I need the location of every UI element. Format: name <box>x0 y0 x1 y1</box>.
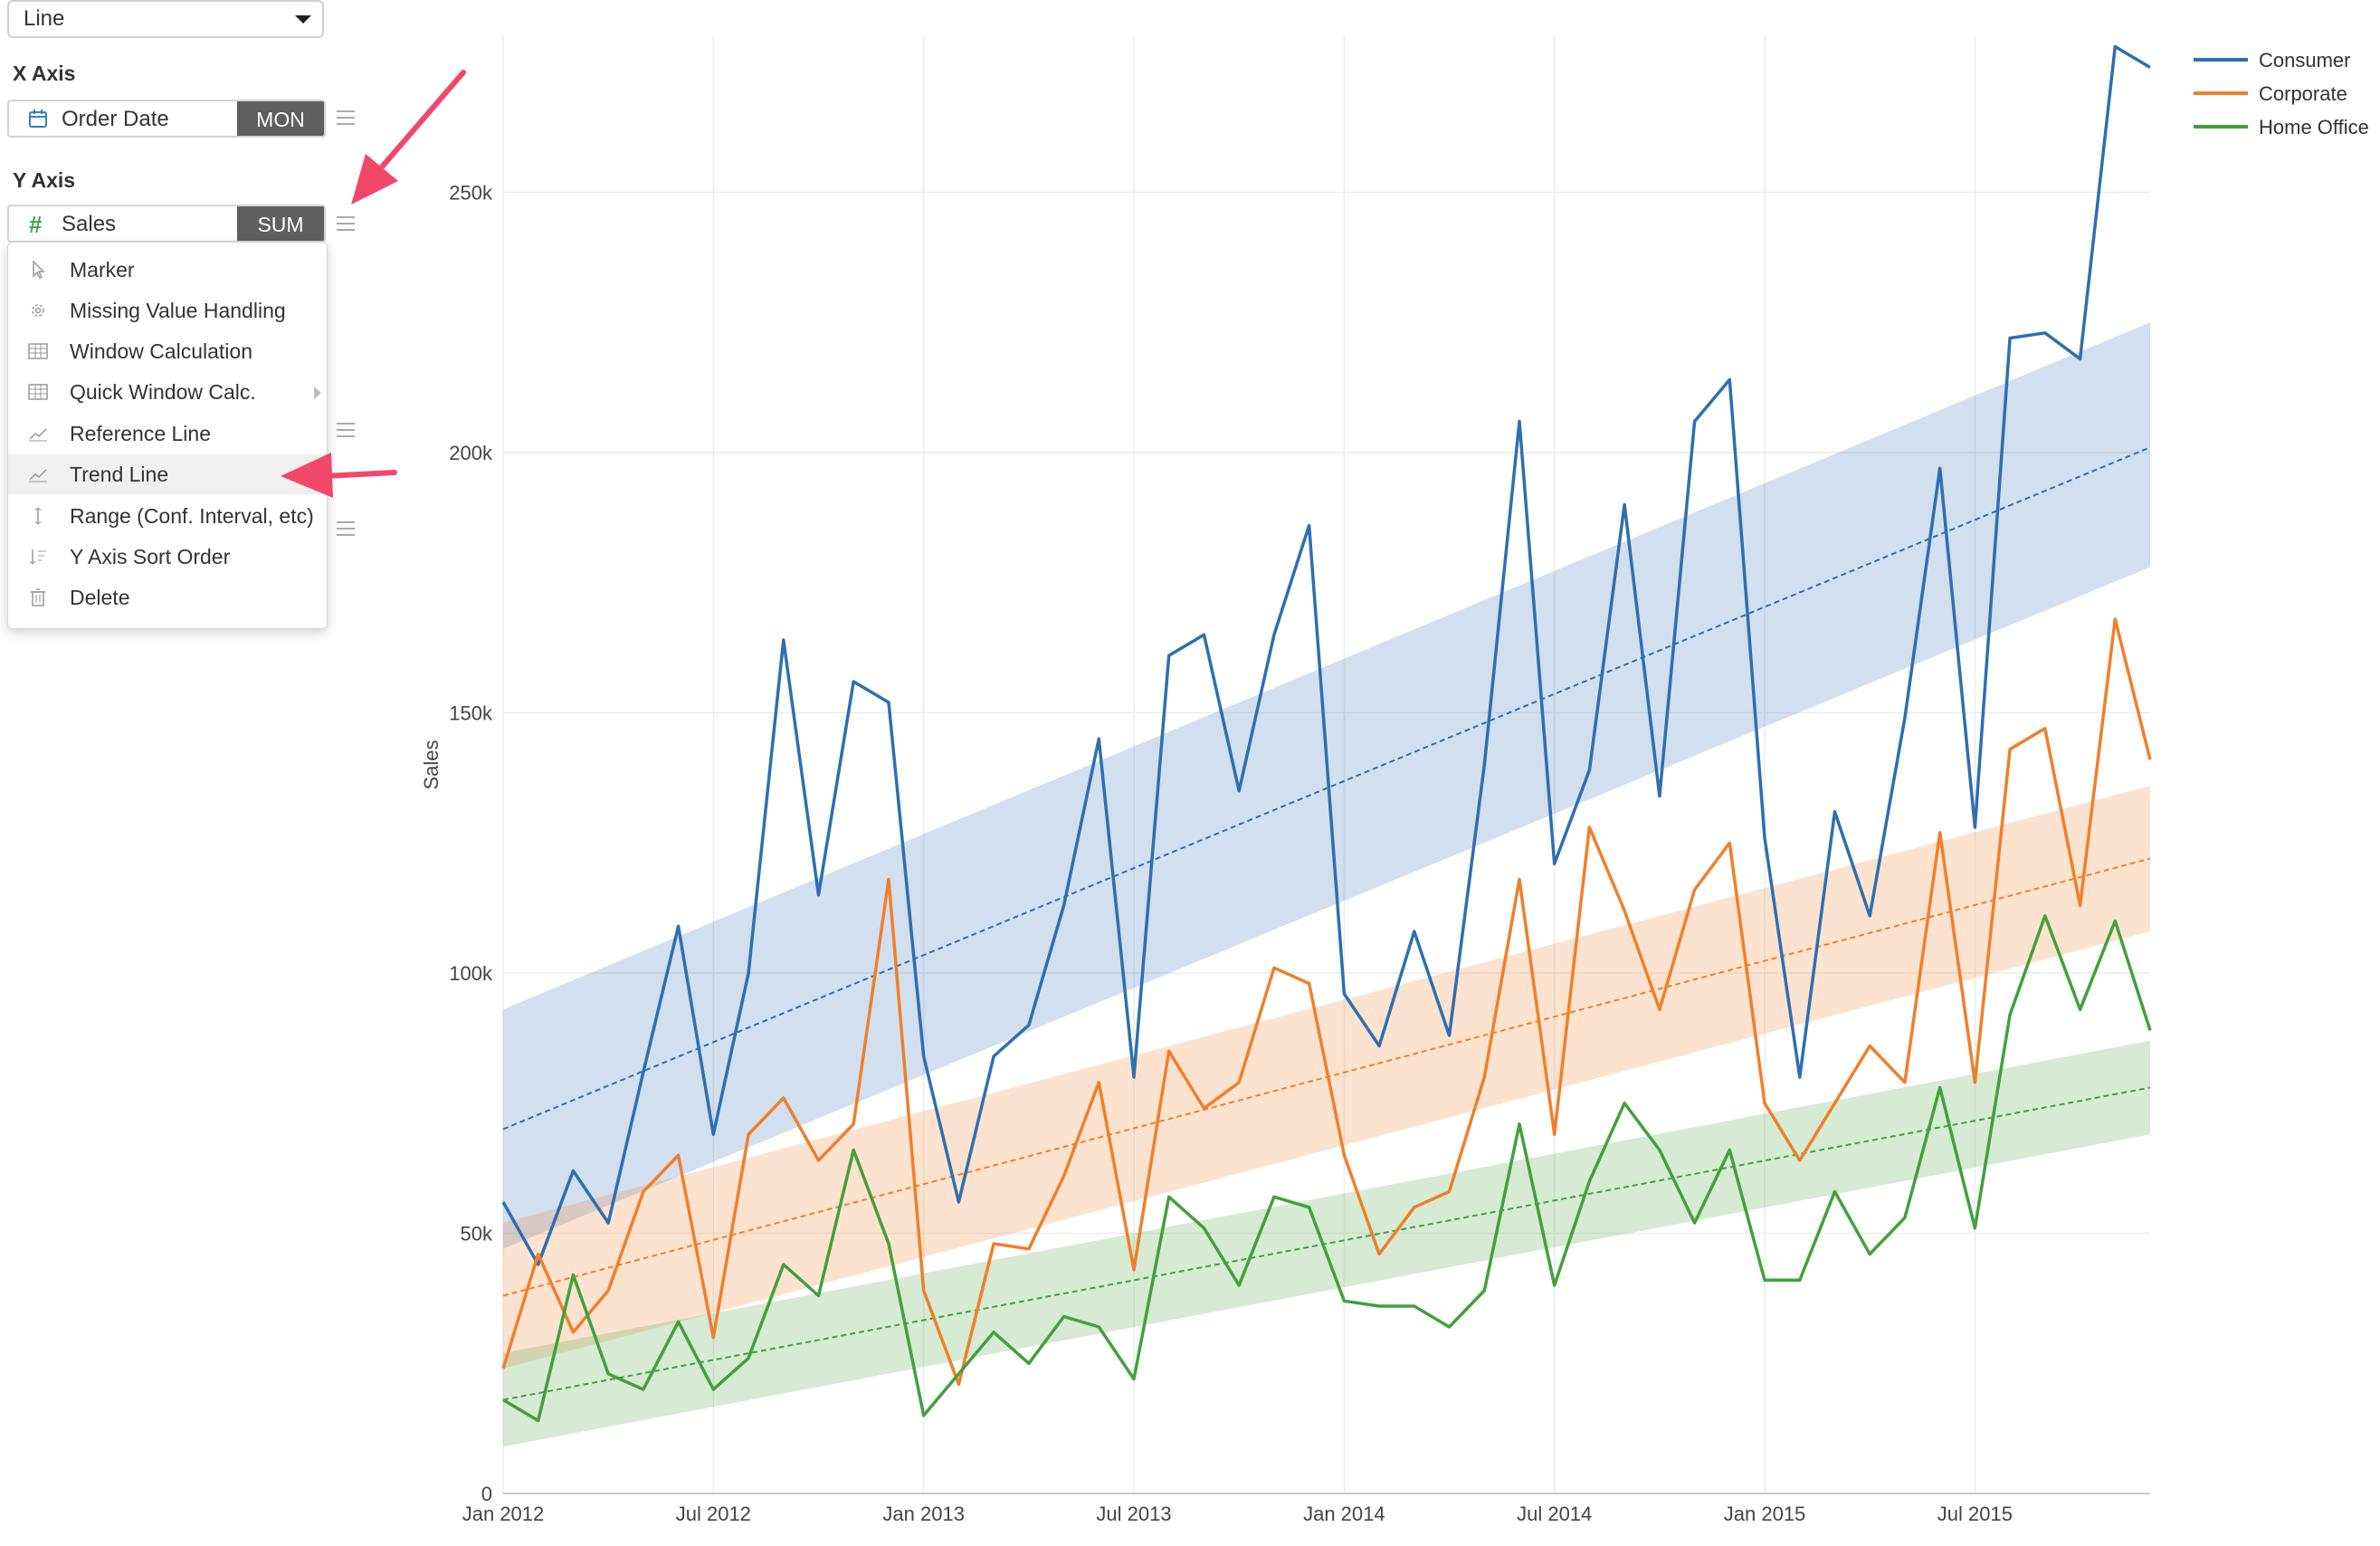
menu-item-trend-line[interactable]: Trend Line <box>8 454 327 494</box>
line-chart-icon <box>29 428 47 442</box>
chart-type-value: Line <box>24 6 65 31</box>
chart-gridlines <box>502 36 2150 1494</box>
confidence-band-consumer <box>503 322 2150 1249</box>
x-axis-ticks: Jan 2012 Jul 2012 Jan 2013 Jul 2013 Jan 2014… <box>462 1503 2013 1525</box>
x-axis-field-pill[interactable]: Order Date MON <box>7 100 326 138</box>
menu-item-label: Quick Window Calc. <box>70 380 256 404</box>
y-axis-label: Sales <box>420 740 443 789</box>
y-tick-label: 200k <box>449 442 493 464</box>
trend-line-consumer <box>502 446 2151 1131</box>
menu-item-delete[interactable]: Delete <box>8 577 327 617</box>
hidden-row-menu-icon[interactable] <box>337 521 355 536</box>
hash-icon: # <box>29 211 43 238</box>
trash-icon <box>31 588 45 606</box>
config-panel: Line X Axis Order Date MON Y Axis # Sale… <box>0 0 434 1546</box>
series-line-corporate <box>501 617 2152 1387</box>
x-axis-aggregation-button[interactable]: MON <box>237 101 324 136</box>
menu-item-y-axis-sort-order[interactable]: Y Axis Sort Order <box>8 537 327 577</box>
legend-label: Corporate <box>2259 82 2347 105</box>
menu-item-label: Reference Line <box>70 422 211 445</box>
legend-label: Consumer <box>2259 49 2350 72</box>
y-tick-label: 50k <box>461 1223 493 1245</box>
series-line-consumer <box>501 44 2151 1266</box>
x-axis-menu-icon[interactable] <box>337 110 355 125</box>
x-tick-label: Jan 2012 <box>462 1503 545 1525</box>
table-icon <box>28 343 48 359</box>
menu-item-label: Range (Conf. Interval, etc) <box>70 504 314 528</box>
menu-item-marker[interactable]: Marker <box>8 250 327 290</box>
x-tick-label: Jul 2013 <box>1096 1503 1171 1525</box>
x-tick-label: Jul 2012 <box>676 1503 751 1525</box>
menu-item-window-calculation[interactable]: Window Calculation <box>8 331 327 371</box>
confidence-band-home-office <box>503 1040 2150 1447</box>
x-tick-label: Jan 2014 <box>1303 1503 1385 1525</box>
y-axis-ticks: 0 50k 100k 150k 200k 250k <box>449 182 493 1506</box>
y-axis-context-menu: Marker Missing Value Handling Window Cal… <box>7 242 328 629</box>
calendar-icon <box>29 110 47 128</box>
chart-legend: Consumer Corporate Home Office <box>2194 49 2369 138</box>
y-tick-label: 100k <box>449 962 493 985</box>
y-tick-label: 150k <box>449 702 493 725</box>
menu-item-label: Trend Line <box>70 463 169 486</box>
chart-type-select[interactable]: Line <box>7 0 324 38</box>
series-lines <box>501 44 2152 1423</box>
table-icon <box>28 384 48 400</box>
y-axis-aggregation-button[interactable]: SUM <box>237 206 324 241</box>
x-tick-label: Jul 2014 <box>1517 1503 1592 1525</box>
x-tick-label: Jan 2013 <box>882 1503 965 1525</box>
series-line-home-office <box>502 914 2152 1423</box>
menu-item-reference-line[interactable]: Reference Line <box>8 414 327 453</box>
sort-icon <box>29 549 46 565</box>
caret-down-icon <box>295 15 311 24</box>
gear-icon <box>32 304 44 317</box>
menu-item-label: Window Calculation <box>70 339 252 363</box>
menu-item-label: Missing Value Handling <box>70 299 286 322</box>
x-axis-field-label: Order Date <box>62 107 169 131</box>
menu-item-quick-window-calc[interactable]: Quick Window Calc. <box>8 372 327 412</box>
x-axis-title: X Axis <box>13 62 76 85</box>
y-axis-field-label: Sales <box>62 212 117 236</box>
y-tick-label: 250k <box>449 182 493 205</box>
menu-item-range[interactable]: Range (Conf. Interval, etc) <box>8 496 327 536</box>
vertical-arrows-icon <box>34 507 42 525</box>
cursor-icon <box>33 261 45 279</box>
x-tick-label: Jan 2015 <box>1724 1503 1806 1525</box>
menu-item-missing-value-handling[interactable]: Missing Value Handling <box>8 291 327 330</box>
y-axis-field-pill[interactable]: # Sales SUM <box>7 205 326 243</box>
annotation-arrow-icon <box>281 453 397 498</box>
menu-item-label: Delete <box>70 586 130 609</box>
y-tick-label: 0 <box>481 1483 492 1505</box>
trend-line-home-office <box>502 1086 2151 1401</box>
chevron-right-icon <box>314 386 321 399</box>
menu-item-label: Marker <box>70 258 135 282</box>
annotation-arrow-icon <box>351 70 466 205</box>
y-axis-title: Y Axis <box>13 168 76 192</box>
x-tick-label: Jul 2015 <box>1937 1503 2013 1525</box>
line-chart-icon <box>29 469 47 482</box>
menu-item-label: Y Axis Sort Order <box>70 545 231 568</box>
legend-label: Home Office <box>2259 116 2369 138</box>
y-axis-menu-icon[interactable] <box>337 216 355 231</box>
hidden-row-menu-icon[interactable] <box>337 423 355 437</box>
confidence-bands <box>503 322 2150 1447</box>
